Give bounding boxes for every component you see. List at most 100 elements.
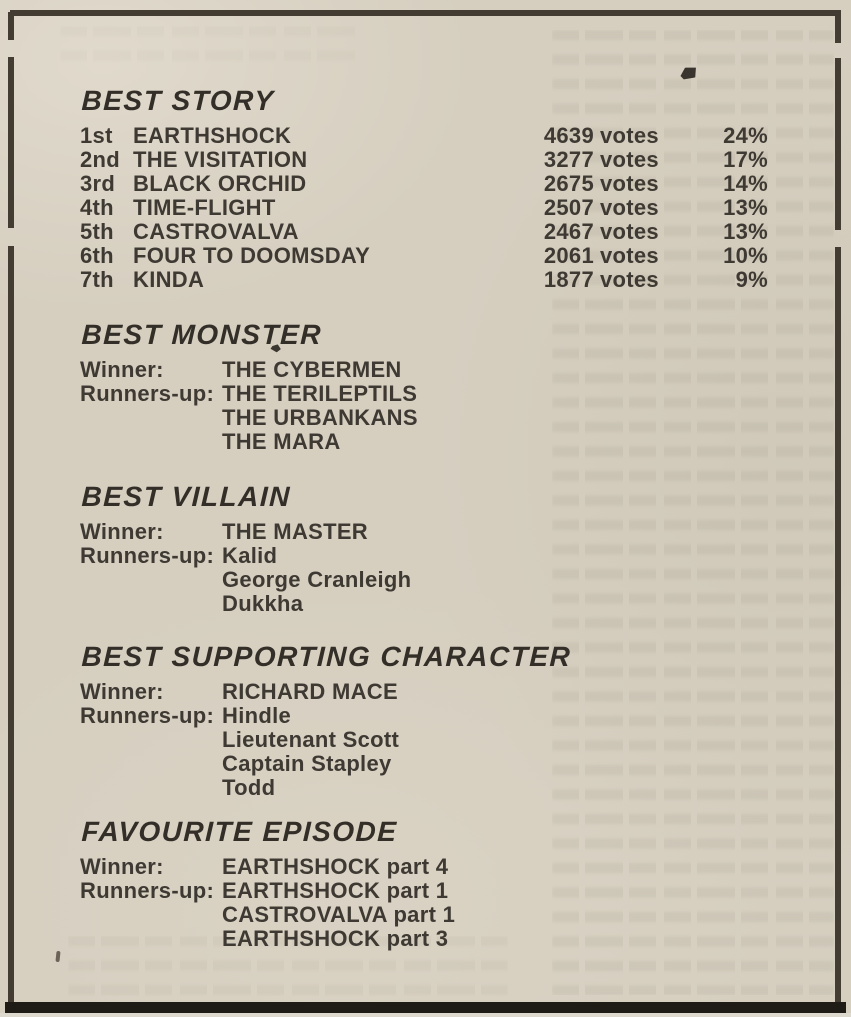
section-best-villain: BEST VILLAIN Winner: THE MASTER Runners-… bbox=[80, 480, 768, 616]
ranked-row: 7th KINDA 1877 votes 9% bbox=[80, 268, 768, 292]
page-edge-strip bbox=[0, 1013, 851, 1017]
section-favourite-episode: FAVOURITE EPISODE Winner: EARTHSHOCK par… bbox=[80, 815, 768, 951]
vote-count: 2507 bbox=[543, 195, 594, 220]
runner-up-name: EARTHSHOCK part 3 bbox=[222, 927, 449, 951]
vote-columns: 2061 votes 10% bbox=[542, 244, 768, 268]
winner-row: Winner: EARTHSHOCK part 4 bbox=[80, 855, 768, 879]
runners-up-label: Runners-up: bbox=[80, 703, 215, 728]
label-spacer bbox=[80, 776, 222, 800]
vote-columns: 2507 votes 13% bbox=[542, 196, 768, 220]
rank-label: 7th bbox=[80, 267, 114, 292]
label-spacer bbox=[80, 592, 222, 616]
winner-row: Winner: THE CYBERMEN bbox=[80, 358, 768, 382]
vote-columns: 4639 votes 24% bbox=[542, 124, 768, 148]
rank-label: 5th bbox=[80, 219, 114, 244]
frame-border-bottom-bar bbox=[5, 1002, 846, 1013]
vote-count: 2675 bbox=[543, 171, 594, 196]
runners-up-label: Runners-up: bbox=[80, 543, 215, 568]
section-title: BEST STORY bbox=[81, 85, 276, 116]
section-best-monster: BEST MONSTER Winner: THE CYBERMEN Runner… bbox=[80, 318, 768, 454]
runners-up-label: Runners-up: bbox=[80, 878, 215, 903]
vote-columns: 1877 votes 9% bbox=[542, 268, 768, 292]
votes-word: votes bbox=[600, 243, 659, 268]
winner-label: Winner: bbox=[80, 519, 164, 544]
runner-up-name: THE URBANKANS bbox=[222, 406, 418, 430]
rank-label: 3rd bbox=[80, 171, 116, 196]
ranked-row: 5th CASTROVALVA 2467 votes 13% bbox=[80, 220, 768, 244]
story-name: BLACK ORCHID bbox=[133, 172, 307, 196]
ranked-row: 4th TIME-FLIGHT 2507 votes 13% bbox=[80, 196, 768, 220]
runner-up-name: CASTROVALVA part 1 bbox=[222, 903, 456, 927]
runner-up-name: Lieutenant Scott bbox=[222, 728, 400, 752]
votes-word: votes bbox=[600, 123, 659, 148]
runner-up-name: Todd bbox=[222, 776, 276, 800]
section-best-story: BEST STORY 1st EARTHSHOCK 4639 votes 24%… bbox=[80, 84, 768, 292]
winner-row: Winner: RICHARD MACE bbox=[80, 680, 768, 704]
section-title: BEST SUPPORTING CHARACTER bbox=[81, 641, 572, 672]
ranked-row: 1st EARTHSHOCK 4639 votes 24% bbox=[80, 124, 768, 148]
winner-name: RICHARD MACE bbox=[222, 680, 398, 704]
ink-blot bbox=[679, 65, 698, 81]
runners-up-row: Lieutenant Scott bbox=[80, 728, 768, 752]
rank-label: 2nd bbox=[80, 147, 121, 172]
votes-word: votes bbox=[600, 267, 659, 292]
winner-label: Winner: bbox=[80, 679, 164, 704]
runners-up-row: Runners-up: THE TERILEPTILS bbox=[80, 382, 768, 406]
vote-count: 2061 bbox=[543, 243, 594, 268]
bleed-through-texture bbox=[60, 26, 360, 72]
vote-count: 1877 bbox=[543, 267, 594, 292]
runner-up-name: Hindle bbox=[222, 704, 292, 728]
runners-up-label: Runners-up: bbox=[80, 381, 215, 406]
runner-up-name: Kalid bbox=[222, 544, 278, 568]
winner-label: Winner: bbox=[80, 854, 164, 879]
votes-word: votes bbox=[600, 171, 659, 196]
vote-columns: 2467 votes 13% bbox=[542, 220, 768, 244]
story-name: THE VISITATION bbox=[133, 148, 308, 172]
label-spacer bbox=[80, 430, 222, 454]
story-name: TIME-FLIGHT bbox=[133, 196, 276, 220]
vote-columns: 3277 votes 17% bbox=[542, 148, 768, 172]
section-title: BEST VILLAIN bbox=[81, 481, 292, 512]
runners-up-row: THE MARA bbox=[80, 430, 768, 454]
runner-up-name: THE MARA bbox=[222, 430, 341, 454]
vote-percentage: 10% bbox=[723, 243, 768, 268]
frame-border-left-segment bbox=[8, 57, 14, 228]
runners-up-row: CASTROVALVA part 1 bbox=[80, 903, 768, 927]
rank-label: 6th bbox=[80, 243, 114, 268]
label-spacer bbox=[80, 728, 222, 752]
vote-percentage: 14% bbox=[723, 171, 768, 196]
winner-name: THE MASTER bbox=[222, 520, 368, 544]
vote-count: 4639 bbox=[543, 123, 594, 148]
story-name: FOUR TO DOOMSDAY bbox=[133, 244, 371, 268]
vote-percentage: 13% bbox=[723, 219, 768, 244]
votes-word: votes bbox=[600, 219, 659, 244]
runner-up-name: George Cranleigh bbox=[222, 568, 412, 592]
rank-label: 1st bbox=[80, 123, 113, 148]
votes-word: votes bbox=[600, 147, 659, 172]
vote-count: 3277 bbox=[543, 147, 594, 172]
label-spacer bbox=[80, 752, 222, 776]
vote-columns: 2675 votes 14% bbox=[542, 172, 768, 196]
rank-label: 4th bbox=[80, 195, 114, 220]
runners-up-row: EARTHSHOCK part 3 bbox=[80, 927, 768, 951]
frame-border-right-segment bbox=[835, 12, 841, 43]
runner-up-name: EARTHSHOCK part 1 bbox=[222, 879, 449, 903]
winner-label: Winner: bbox=[80, 357, 164, 382]
winner-name: EARTHSHOCK part 4 bbox=[222, 855, 449, 879]
vote-percentage: 24% bbox=[723, 123, 768, 148]
section-title: BEST MONSTER bbox=[81, 319, 323, 350]
runner-up-name: THE TERILEPTILS bbox=[222, 382, 418, 406]
ranked-row: 2nd THE VISITATION 3277 votes 17% bbox=[80, 148, 768, 172]
ink-speck bbox=[55, 950, 61, 963]
runner-up-name: Dukkha bbox=[222, 592, 304, 616]
runners-up-row: George Cranleigh bbox=[80, 568, 768, 592]
vote-count: 2467 bbox=[543, 219, 594, 244]
ranked-row: 6th FOUR TO DOOMSDAY 2061 votes 10% bbox=[80, 244, 768, 268]
votes-word: votes bbox=[600, 195, 659, 220]
label-spacer bbox=[80, 568, 222, 592]
story-name: KINDA bbox=[133, 268, 205, 292]
label-spacer bbox=[80, 903, 222, 927]
vote-percentage: 17% bbox=[723, 147, 768, 172]
vote-percentage: 9% bbox=[735, 267, 768, 292]
frame-border-right-segment bbox=[835, 58, 841, 230]
